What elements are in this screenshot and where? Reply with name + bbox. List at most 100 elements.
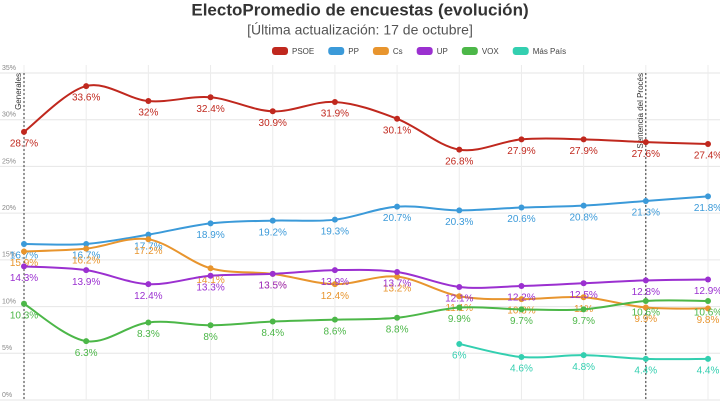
legend-label: PSOE [292,47,314,56]
data-label: 9.7% [510,316,533,327]
data-label: 20.7% [383,213,411,224]
data-label: 4.6% [510,364,533,375]
data-label: 16.2% [72,255,100,266]
data-label: 18.9% [196,230,224,241]
data-point [394,115,401,122]
data-point [456,146,463,153]
data-label: 19.3% [321,226,349,237]
data-point [518,354,525,361]
data-point [207,220,214,227]
data-label: 6% [452,351,467,362]
data-point [83,267,90,274]
data-point [331,281,338,288]
data-point [21,300,27,307]
data-label: 13.9% [321,277,349,288]
data-point [642,277,649,284]
data-point [394,314,401,321]
data-label: 27.6% [632,149,660,160]
data-label: 13.3% [196,282,224,293]
data-point [580,202,587,209]
data-point [21,128,27,135]
data-point [145,281,152,288]
data-point [145,231,152,238]
legend-label: PP [348,47,359,56]
data-point [456,340,463,347]
data-point [83,240,90,247]
data-point [580,280,587,287]
data-label: 12.1% [445,294,473,305]
data-label: 20.3% [445,217,473,228]
data-point [518,136,525,143]
legend-swatch [512,47,529,55]
data-point [580,136,587,143]
series-line [23,265,709,289]
legend-swatch [272,47,288,55]
data-label: 12.5% [569,290,597,301]
data-point [518,283,525,290]
data-label: 12.4% [321,291,349,302]
data-label: 10.6% [694,308,720,319]
data-point [145,236,152,243]
data-point [21,240,27,247]
data-label: 32% [138,108,158,119]
data-label: 4.4% [697,366,720,377]
data-point [642,297,649,304]
data-point [394,269,401,276]
y-tick-label: 15% [2,252,16,259]
data-label: 27.9% [507,146,535,157]
data-point [331,316,338,323]
annotation-label: Generales [14,73,23,110]
legend-swatch [416,47,433,55]
chart-title: ElectoPromedio de encuestas (evolución) [191,0,528,19]
data-label: 16.7% [72,251,100,262]
data-point [642,197,649,204]
data-point [145,98,152,105]
data-point [207,272,214,279]
data-label: 17.2% [134,246,162,257]
y-tick-label: 10% [2,298,16,305]
y-tick-label: 30% [2,112,16,119]
data-label: 9.9% [448,314,471,325]
data-point [518,296,525,303]
data-point [456,283,463,290]
data-point [269,108,276,115]
y-tick-label: 0% [2,392,12,399]
data-label: 32.4% [196,104,224,115]
data-point [331,216,338,223]
legend-swatch [372,47,389,55]
legend-swatch [461,47,478,55]
y-tick-label: 35% [2,65,16,72]
data-label: 20.6% [507,214,535,225]
data-label: 17.7% [134,241,162,252]
data-point [207,265,214,272]
data-label: 8% [203,332,218,343]
data-point [705,276,711,283]
chart-subtitle: [Última actualización: 17 de octubre] [247,22,473,38]
data-label: 27.4% [694,151,720,162]
data-label: 26.8% [445,156,473,167]
data-label: 19.2% [259,227,287,238]
data-point [642,304,649,311]
legend-label: VOX [482,47,500,56]
data-label: 21.8% [694,203,720,214]
data-label: 12.9% [694,286,720,297]
data-label: 4.8% [572,362,595,373]
data-point [705,193,711,200]
data-label: 12.8% [632,287,660,298]
data-point [269,318,276,325]
data-label: 28.7% [10,139,38,150]
data-point [456,293,463,300]
data-point [518,306,525,313]
data-point [580,306,587,313]
legend-label: Cs [393,47,403,56]
data-point [456,207,463,214]
data-point [269,217,276,224]
legend-label: UP [437,47,448,56]
data-label: 30.1% [383,125,411,136]
data-label: 9.7% [572,316,595,327]
series-line [23,84,709,152]
data-point [83,83,90,90]
data-point [705,305,711,312]
data-label: 8.6% [324,326,347,337]
